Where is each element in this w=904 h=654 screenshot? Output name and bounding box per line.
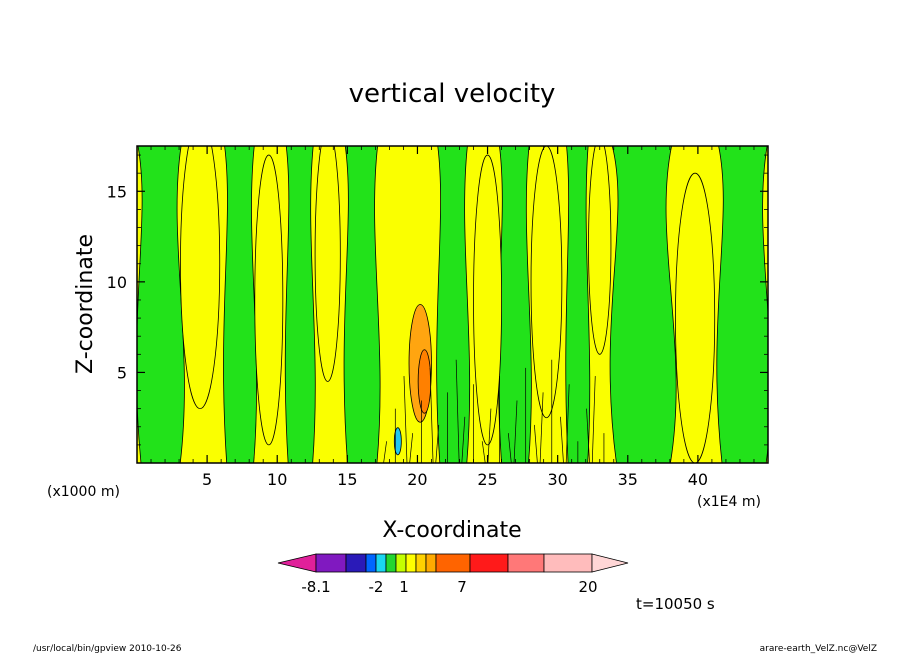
x-axis-ticks: 5 10 15 20 25 30 35 40: [150, 146, 755, 489]
colorbar-cell: [315, 553, 347, 573]
colorbar-labels: -8.1 -2 1 7 20: [301, 578, 597, 596]
contour-line: [534, 424, 538, 463]
convective-core: [383, 304, 605, 463]
x-axis-label: X-coordinate: [382, 518, 521, 543]
contour-line: [461, 416, 466, 463]
x-tick-label: 40: [688, 470, 708, 489]
y-tick-label: 5: [117, 363, 127, 382]
contour-line: [591, 376, 596, 463]
green-band: [223, 146, 257, 463]
green-band: [284, 146, 316, 463]
contour-line: [435, 424, 440, 463]
contour-line: [586, 408, 590, 463]
y-axis-ticks: 5 10 15: [107, 154, 768, 446]
green-band: [716, 146, 768, 463]
colorbar-cell: [591, 553, 629, 573]
contour-line: [560, 416, 564, 463]
contour-line: [383, 441, 387, 463]
colorbar-cell: [365, 553, 377, 573]
y-tick-label: 15: [107, 182, 127, 201]
colorbar-label: -8.1: [301, 578, 330, 596]
x-tick-label: 25: [477, 470, 497, 489]
contour-line: [409, 433, 414, 463]
colorbar-cell: [469, 553, 509, 573]
time-label: t=10050 s: [636, 595, 715, 613]
dark-orange-core: [417, 349, 432, 414]
green-band: [137, 146, 185, 463]
yellow-cells: [180, 146, 716, 463]
y-tick-label: 10: [107, 273, 127, 292]
contour-line: [481, 441, 486, 463]
plot-frame: [136, 145, 769, 464]
x-tick-label: 5: [202, 470, 212, 489]
colorbar-cell: [395, 553, 407, 573]
contour-line: [403, 376, 408, 463]
green-band: [609, 146, 677, 463]
colorbar-label: 20: [578, 578, 597, 596]
contour-line: [513, 400, 518, 463]
x-unit-left: (x1000 m): [47, 484, 120, 500]
yellow-cell: [530, 146, 563, 419]
yellow-cell: [180, 146, 221, 410]
colorbar-cell: [345, 553, 367, 573]
x-tick-label: 35: [618, 470, 638, 489]
yellow-cell: [675, 172, 716, 463]
colorbar-cell: [405, 553, 417, 573]
footer-right: arare-earth_VelZ.nc@VelZ: [760, 644, 877, 654]
updraft-downdraft-bands: [137, 146, 768, 463]
colorbar-cell: [375, 553, 387, 573]
colorbar-cell: [277, 553, 317, 573]
green-band: [497, 146, 532, 463]
cyan-spot: [393, 427, 402, 456]
x-unit-right: (x1E4 m): [697, 494, 761, 510]
chart-title: vertical velocity: [349, 79, 556, 109]
green-band: [436, 146, 471, 463]
contour-line: [507, 433, 512, 463]
contour-line: [429, 367, 434, 463]
green-band: [343, 146, 381, 463]
colorbar-cell: [543, 553, 593, 573]
x-tick-label: 30: [547, 470, 567, 489]
plot-area: [137, 146, 768, 463]
x-tick-label: 15: [337, 470, 357, 489]
contour-line: [487, 408, 492, 463]
colorbar-label: 7: [457, 578, 467, 596]
y-axis-label: Z-coordinate: [73, 234, 98, 374]
colorbar-cell: [435, 553, 471, 573]
x-tick-label: 20: [407, 470, 427, 489]
colorbar-label: 1: [399, 578, 409, 596]
yellow-cell: [588, 146, 612, 355]
yellow-cell: [314, 146, 341, 382]
colorbar: [277, 553, 629, 573]
x-tick-label: 10: [267, 470, 287, 489]
contour-line: [455, 359, 460, 463]
colorbar-cell: [415, 553, 427, 573]
green-band: [565, 146, 591, 463]
colorbar-cell: [507, 553, 545, 573]
colorbar-label: -2: [369, 578, 384, 596]
contour-line: [565, 384, 570, 463]
colorbar-cell: [385, 553, 397, 573]
footer-left: /usr/local/bin/gpview 2010-10-26: [33, 644, 182, 654]
colorbar-cell: [425, 553, 437, 573]
yellow-cell: [254, 154, 284, 446]
yellow-cell: [473, 154, 502, 446]
contour-line: [539, 392, 544, 463]
